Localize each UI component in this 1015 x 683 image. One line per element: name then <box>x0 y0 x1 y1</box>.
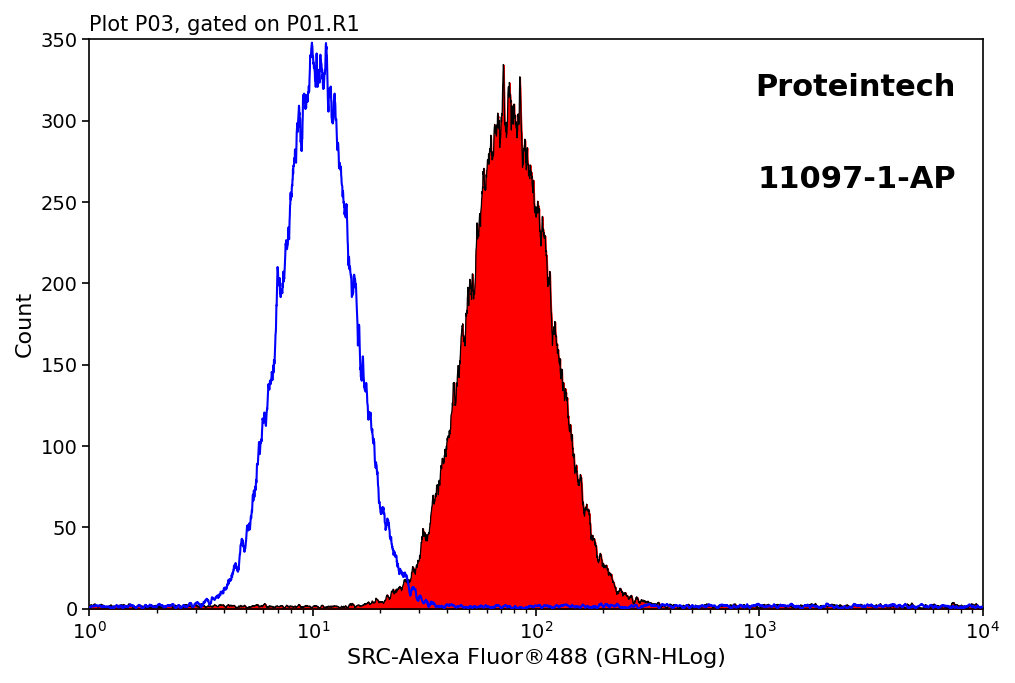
Text: 11097-1-AP: 11097-1-AP <box>757 165 956 193</box>
Text: Proteintech: Proteintech <box>755 74 956 102</box>
X-axis label: SRC-Alexa Fluor®488 (GRN-HLog): SRC-Alexa Fluor®488 (GRN-HLog) <box>346 648 726 668</box>
Y-axis label: Count: Count <box>15 291 35 357</box>
Text: Plot P03, gated on P01.R1: Plot P03, gated on P01.R1 <box>89 15 360 35</box>
